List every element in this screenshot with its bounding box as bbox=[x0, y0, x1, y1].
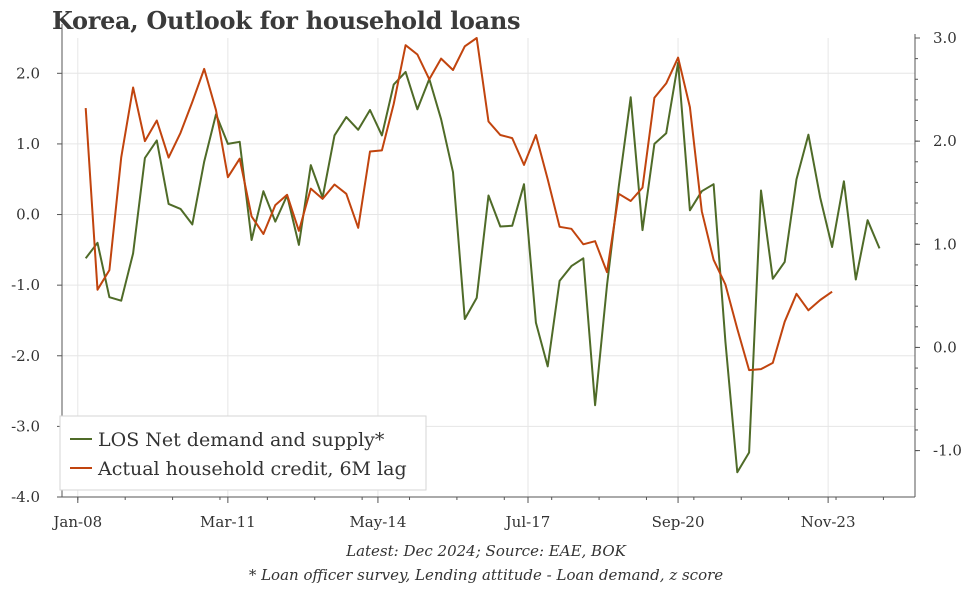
y-left-tick-label: -1.0 bbox=[11, 276, 40, 294]
y-left-tick-label: -2.0 bbox=[11, 347, 40, 365]
y-right-tick-label: 3.0 bbox=[933, 29, 957, 47]
legend-label-los: LOS Net demand and supply* bbox=[98, 429, 385, 451]
y-left-tick-label: 2.0 bbox=[16, 64, 40, 82]
grid-lines bbox=[62, 38, 915, 497]
chart-plot: 2.0 1.0 0.0 -1.0 -2.0 -3.0 -4.0 Jan-08 Mar-11 May… bbox=[11, 24, 962, 531]
y-left-tick-label: 1.0 bbox=[16, 135, 40, 153]
y-right-tick-label: 2.0 bbox=[933, 132, 957, 150]
x-tick-label: Mar-11 bbox=[200, 513, 256, 531]
y-left-tick-label: 0.0 bbox=[16, 206, 40, 224]
series-lines bbox=[84, 37, 881, 474]
y-right-tick-label: -1.0 bbox=[933, 442, 962, 460]
y-right-tick-label: 1.0 bbox=[933, 235, 957, 253]
x-tick-label: May-14 bbox=[349, 513, 406, 531]
axes: 2.0 1.0 0.0 -1.0 -2.0 -3.0 -4.0 Jan-08 Mar-11 May… bbox=[11, 24, 962, 531]
legend-box bbox=[59, 415, 427, 491]
footer-note: * Loan officer survey, Lending attitude … bbox=[248, 566, 724, 584]
y-left-tick-label: -4.0 bbox=[11, 488, 40, 506]
chart-title: Korea, Outlook for household loans bbox=[52, 6, 521, 35]
x-tick-label: Sep-20 bbox=[652, 513, 705, 531]
y-right-tick-label: 0.0 bbox=[933, 338, 957, 356]
y-left-tick-label: -3.0 bbox=[11, 417, 40, 435]
x-tick-label: Jul-17 bbox=[504, 513, 551, 531]
x-tick-label: Jan-08 bbox=[51, 513, 102, 531]
x-tick-label: Nov-23 bbox=[801, 513, 856, 531]
series-line-credit bbox=[84, 37, 833, 372]
footer-source: Latest: Dec 2024; Source: EAE, BOK bbox=[346, 542, 626, 560]
legend-label-credit: Actual household credit, 6M lag bbox=[97, 458, 407, 480]
legend: LOS Net demand and supply* Actual househ… bbox=[59, 415, 427, 491]
series-line-los bbox=[84, 61, 881, 474]
